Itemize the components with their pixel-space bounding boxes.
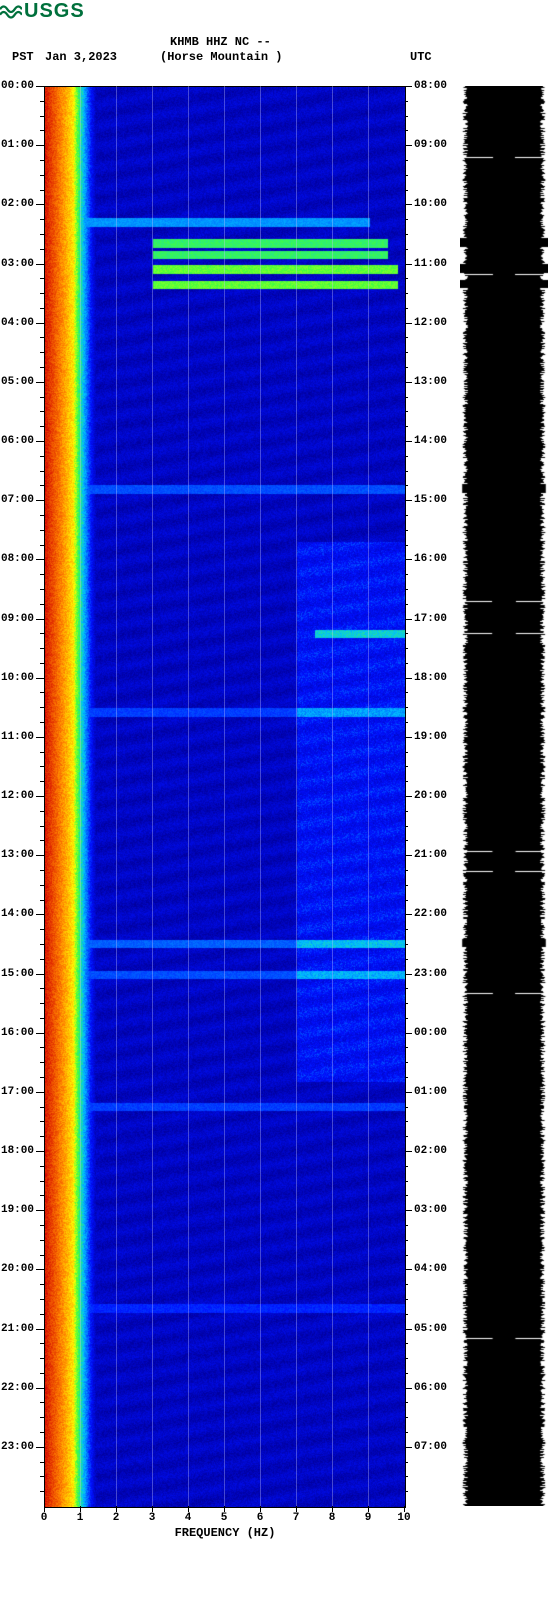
time-label: 12:00 [414,317,447,329]
time-label: 14:00 [1,908,34,920]
freq-tick-label: 7 [293,1512,300,1524]
time-label: 02:00 [1,198,34,210]
wave-icon [0,3,22,21]
time-label: 09:00 [414,139,447,151]
utc-label: UTC [410,50,432,64]
time-label: 02:00 [414,1145,447,1157]
time-label: 22:00 [414,908,447,920]
time-label: 07:00 [414,1441,447,1453]
time-label: 22:00 [1,1382,34,1394]
time-label: 21:00 [1,1323,34,1335]
time-label: 01:00 [414,1086,447,1098]
time-label: 05:00 [1,376,34,388]
time-label: 01:00 [1,139,34,151]
time-label: 08:00 [1,553,34,565]
time-label: 07:00 [1,494,34,506]
time-label: 13:00 [1,849,34,861]
time-label: 16:00 [414,553,447,565]
freq-tick-label: 4 [185,1512,192,1524]
freq-tick-label: 6 [257,1512,264,1524]
time-label: 17:00 [1,1086,34,1098]
time-label: 18:00 [1,1145,34,1157]
time-label: 14:00 [414,435,447,447]
freq-tick-label: 8 [329,1512,336,1524]
location-label: (Horse Mountain ) [160,50,282,64]
time-label: 03:00 [1,258,34,270]
freq-tick-label: 3 [149,1512,156,1524]
time-label: 04:00 [414,1263,447,1275]
time-label: 19:00 [1,1204,34,1216]
freq-tick-label: 9 [365,1512,372,1524]
time-label: 11:00 [414,258,447,270]
time-label: 00:00 [414,1027,447,1039]
frequency-axis: FREQUENCY (HZ) 012345678910 [44,1506,406,1546]
time-label: 08:00 [414,80,447,92]
pst-label: PST [12,50,34,64]
right-time-axis: 08:0009:0010:0011:0012:0013:0014:0015:00… [404,86,454,1506]
time-label: 19:00 [414,731,447,743]
time-label: 15:00 [1,968,34,980]
time-label: 04:00 [1,317,34,329]
waveform [460,86,548,1506]
station-line: KHMB HHZ NC -- [170,35,271,49]
time-label: 09:00 [1,613,34,625]
usgs-logo: USGS [0,0,85,23]
time-label: 10:00 [414,198,447,210]
date-label: Jan 3,2023 [45,50,117,64]
time-label: 10:00 [1,672,34,684]
freq-tick-label: 10 [397,1512,410,1524]
logo-text: USGS [24,0,85,23]
time-label: 13:00 [414,376,447,388]
freq-tick-label: 2 [113,1512,120,1524]
time-label: 05:00 [414,1323,447,1335]
time-label: 12:00 [1,790,34,802]
time-label: 23:00 [1,1441,34,1453]
time-label: 03:00 [414,1204,447,1216]
left-time-axis: 00:0001:0002:0003:0004:0005:0006:0007:00… [0,86,44,1506]
time-label: 18:00 [414,672,447,684]
freq-tick-label: 0 [41,1512,48,1524]
time-label: 21:00 [414,849,447,861]
time-label: 23:00 [414,968,447,980]
x-axis-title: FREQUENCY (HZ) [44,1526,406,1540]
time-label: 11:00 [1,731,34,743]
time-label: 20:00 [1,1263,34,1275]
freq-tick-label: 1 [77,1512,84,1524]
time-label: 16:00 [1,1027,34,1039]
spectrogram [44,86,404,1506]
freq-tick-label: 5 [221,1512,228,1524]
time-label: 06:00 [414,1382,447,1394]
time-label: 00:00 [1,80,34,92]
time-label: 17:00 [414,613,447,625]
time-label: 20:00 [414,790,447,802]
time-label: 15:00 [414,494,447,506]
time-label: 06:00 [1,435,34,447]
